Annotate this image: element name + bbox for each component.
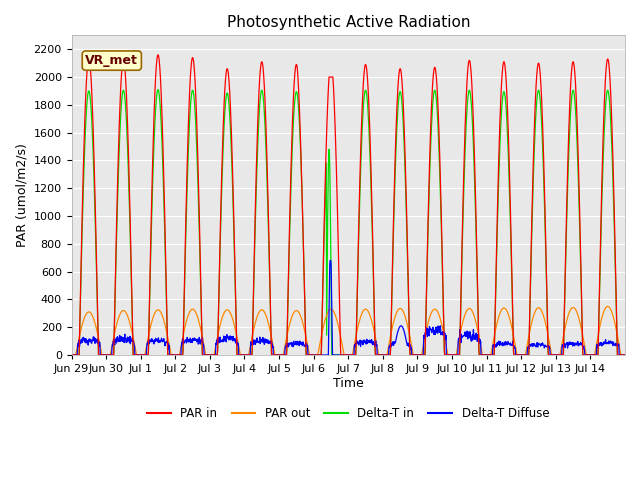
Line: PAR in: PAR in	[72, 55, 625, 355]
PAR in	[351, 352, 359, 358]
PAR out	[166, 349, 174, 355]
Delta-T Diffuse	[78, 340, 86, 346]
Text: VR_met: VR_met	[85, 54, 138, 67]
Delta-T in	[449, 352, 457, 358]
PAR out	[351, 340, 358, 346]
Delta-T Diffuse	[68, 352, 76, 358]
PAR in	[586, 352, 593, 358]
PAR out	[78, 323, 86, 329]
Delta-T Diffuse	[449, 352, 457, 358]
Delta-T in	[351, 352, 359, 358]
PAR out	[621, 352, 629, 358]
PAR in	[318, 312, 326, 318]
PAR out	[68, 352, 76, 358]
Line: Delta-T in: Delta-T in	[72, 90, 625, 355]
Delta-T in	[318, 316, 326, 322]
PAR in	[154, 52, 162, 58]
Title: Photosynthetic Active Radiation: Photosynthetic Active Radiation	[227, 15, 470, 30]
X-axis label: Time: Time	[333, 377, 364, 390]
Delta-T Diffuse	[586, 352, 593, 358]
Delta-T in	[586, 352, 593, 358]
PAR in	[78, 223, 86, 229]
PAR in	[167, 352, 175, 358]
PAR in	[68, 352, 76, 358]
Delta-T in	[154, 87, 162, 93]
PAR out	[604, 303, 612, 309]
PAR out	[318, 331, 326, 337]
Line: Delta-T Diffuse: Delta-T Diffuse	[72, 261, 625, 355]
PAR out	[586, 352, 593, 358]
Delta-T in	[78, 237, 86, 243]
Delta-T in	[621, 352, 629, 358]
Delta-T Diffuse	[318, 352, 326, 358]
Delta-T in	[167, 352, 175, 358]
Delta-T Diffuse	[166, 352, 174, 358]
Line: PAR out: PAR out	[72, 306, 625, 355]
Delta-T Diffuse	[326, 258, 334, 264]
Delta-T Diffuse	[351, 342, 359, 348]
PAR in	[621, 352, 629, 358]
PAR in	[449, 352, 457, 358]
Delta-T Diffuse	[621, 352, 629, 358]
Legend: PAR in, PAR out, Delta-T in, Delta-T Diffuse: PAR in, PAR out, Delta-T in, Delta-T Dif…	[143, 402, 554, 425]
PAR out	[449, 352, 457, 358]
Y-axis label: PAR (umol/m2/s): PAR (umol/m2/s)	[15, 143, 28, 247]
Delta-T in	[68, 352, 76, 358]
